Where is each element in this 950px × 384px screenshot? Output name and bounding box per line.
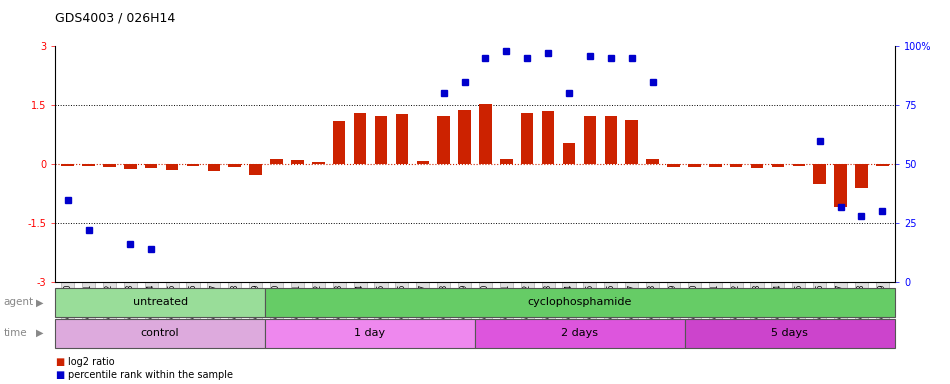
Bar bbox=[208, 164, 220, 171]
Bar bbox=[604, 116, 618, 164]
Text: 5 days: 5 days bbox=[771, 328, 808, 338]
Bar bbox=[291, 160, 304, 164]
Text: cyclophosphamide: cyclophosphamide bbox=[528, 297, 632, 308]
Bar bbox=[667, 164, 680, 167]
Text: ■: ■ bbox=[55, 370, 65, 380]
Bar bbox=[416, 161, 429, 164]
Bar bbox=[166, 164, 179, 170]
Text: ▶: ▶ bbox=[36, 297, 44, 308]
Bar bbox=[709, 164, 721, 167]
Bar bbox=[730, 164, 742, 167]
Text: agent: agent bbox=[4, 297, 34, 308]
Bar bbox=[792, 164, 805, 166]
Bar bbox=[625, 120, 638, 164]
Bar bbox=[312, 162, 325, 164]
Bar bbox=[124, 164, 137, 169]
Bar bbox=[750, 164, 763, 168]
Bar bbox=[265, 319, 475, 348]
Text: time: time bbox=[4, 328, 28, 338]
Bar bbox=[458, 110, 471, 164]
Bar bbox=[876, 164, 888, 166]
Bar bbox=[855, 164, 867, 188]
Text: ■: ■ bbox=[55, 357, 65, 367]
Bar bbox=[270, 159, 283, 164]
Bar bbox=[813, 164, 826, 184]
Bar bbox=[145, 164, 158, 168]
Bar bbox=[685, 319, 895, 348]
Bar bbox=[583, 116, 597, 164]
Text: GDS4003 / 026H14: GDS4003 / 026H14 bbox=[55, 12, 176, 25]
Text: log2 ratio: log2 ratio bbox=[68, 357, 115, 367]
Bar bbox=[500, 159, 513, 164]
Bar bbox=[83, 164, 95, 166]
Bar bbox=[374, 116, 388, 164]
Bar bbox=[521, 113, 534, 164]
Text: 1 day: 1 day bbox=[354, 328, 386, 338]
Text: 2 days: 2 days bbox=[561, 328, 598, 338]
Bar bbox=[265, 288, 895, 317]
Text: ▶: ▶ bbox=[36, 328, 44, 338]
Bar bbox=[187, 164, 200, 166]
Bar bbox=[437, 116, 450, 164]
Bar bbox=[688, 164, 700, 167]
Bar bbox=[395, 114, 408, 164]
Text: control: control bbox=[141, 328, 180, 338]
Bar bbox=[62, 164, 74, 166]
Bar bbox=[475, 319, 685, 348]
Bar bbox=[834, 164, 846, 207]
Bar bbox=[332, 121, 346, 164]
Bar bbox=[229, 164, 241, 167]
Bar bbox=[771, 164, 784, 167]
Bar bbox=[250, 164, 262, 175]
Bar bbox=[55, 319, 265, 348]
Text: untreated: untreated bbox=[132, 297, 188, 308]
Bar bbox=[353, 113, 367, 164]
Bar bbox=[104, 164, 116, 167]
Bar bbox=[562, 142, 576, 164]
Text: percentile rank within the sample: percentile rank within the sample bbox=[68, 370, 234, 380]
Bar bbox=[55, 288, 265, 317]
Bar bbox=[479, 104, 492, 164]
Bar bbox=[542, 111, 555, 164]
Bar bbox=[646, 159, 659, 164]
